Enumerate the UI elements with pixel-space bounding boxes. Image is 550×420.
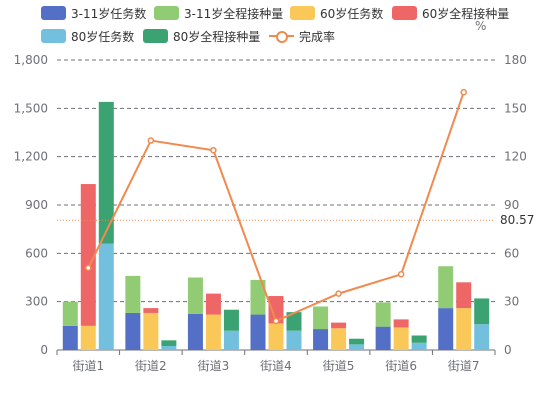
x-tick-label: 街道6 (385, 359, 417, 373)
bar (268, 296, 284, 324)
legend-swatch-2 (154, 6, 179, 20)
bar (223, 330, 239, 350)
bar (286, 330, 302, 350)
bar (313, 306, 329, 330)
bar (62, 301, 78, 326)
legend-swatch-3 (290, 6, 315, 20)
bar (205, 293, 221, 315)
bar (349, 344, 365, 350)
y-left-tick-label: 600 (25, 246, 48, 260)
legend-item-5[interactable]: 80岁任务数 (41, 28, 134, 44)
x-tick-label: 街道7 (448, 359, 480, 373)
legend-item-3[interactable]: 60岁任务数 (290, 5, 383, 21)
bar (411, 335, 427, 343)
legend-item-1[interactable]: 3-11岁任务数 (41, 5, 146, 21)
x-tick-label: 街道1 (72, 359, 104, 373)
y-left-tick-label: 1,200 (14, 150, 48, 164)
legend-swatch-1 (41, 6, 66, 20)
bar (393, 327, 409, 350)
bar (125, 312, 141, 350)
bar (143, 308, 159, 313)
bar (456, 308, 472, 350)
bar (187, 277, 203, 314)
legend-label-5: 80岁任务数 (71, 29, 135, 44)
legend-item-2[interactable]: 3-11岁全程接种量 (154, 5, 283, 21)
line-point (210, 146, 217, 154)
bar (375, 302, 391, 327)
line-series (87, 91, 465, 323)
legend-swatch-4 (392, 6, 417, 20)
y-right-tick-label: 180 (504, 53, 527, 67)
bar (411, 342, 427, 350)
bar (98, 243, 114, 350)
bar (205, 314, 221, 350)
line-point (460, 88, 467, 96)
bar (161, 345, 177, 350)
legend-label-4: 60岁全程接种量 (422, 6, 510, 21)
bar (331, 322, 347, 329)
bar (375, 326, 391, 350)
bar (98, 101, 114, 244)
y-left-tick-label: 0 (40, 343, 48, 357)
bar (438, 308, 454, 350)
y-right-tick-label: 120 (504, 150, 527, 164)
bar (438, 266, 454, 309)
line-point (147, 137, 155, 144)
bar (223, 309, 239, 331)
line-point (335, 290, 342, 297)
bar (313, 329, 329, 350)
bar (331, 328, 347, 350)
line-point (85, 264, 92, 272)
bar (143, 312, 159, 350)
bar (80, 184, 96, 326)
legend-item-6[interactable]: 80岁全程接种量 (143, 28, 260, 44)
y-left-tick-label: 1,800 (14, 53, 48, 67)
bar (161, 340, 177, 346)
bar (456, 282, 472, 309)
bar (62, 325, 78, 350)
y-right-unit-label: % (475, 19, 486, 33)
y-right-tick-label: 0 (504, 343, 512, 357)
y-right-tick-label: 30 (504, 295, 519, 309)
y-left-tick-label: 1,500 (14, 101, 48, 115)
bar (125, 275, 141, 313)
legend-label-1: 3-11岁任务数 (71, 6, 147, 21)
legend-item-7[interactable]: 完成率 (269, 28, 335, 44)
y-right-tick-label: 150 (504, 101, 527, 115)
legend-label-3: 60岁任务数 (320, 6, 384, 21)
y-right-tick-label: 60 (504, 246, 519, 260)
bar (250, 279, 266, 315)
bar (286, 312, 302, 331)
legend-line-marker (269, 29, 294, 43)
x-tick-label: 街道2 (135, 359, 167, 373)
legend-label-6: 80岁全程接种量 (173, 29, 261, 44)
legend-label-7: 完成率 (299, 29, 336, 44)
bar (250, 314, 266, 350)
legend-swatch-6 (143, 29, 168, 43)
y-right-tick-label: 90 (504, 198, 519, 212)
legend-swatch-5 (41, 29, 66, 43)
y-left-tick-label: 300 (25, 295, 48, 309)
bar (393, 319, 409, 328)
bar (268, 323, 284, 350)
bar (474, 298, 490, 325)
legend-label-2: 3-11岁全程接种量 (184, 6, 284, 21)
bar (80, 325, 96, 350)
chart-legend: 3-11岁任务数 3-11岁全程接种量 60岁任务数 60岁全程接种量 80岁任… (0, 0, 550, 50)
x-tick-label: 街道4 (260, 359, 292, 373)
line-point (272, 317, 280, 325)
bar (187, 313, 203, 350)
y-left-tick-label: 900 (25, 198, 48, 212)
markline-label: 80.57 (500, 213, 534, 227)
legend-item-4[interactable]: 60岁全程接种量 (392, 5, 509, 21)
x-tick-label: 街道5 (323, 359, 355, 373)
bar (474, 324, 490, 350)
line-point (397, 271, 405, 278)
x-tick-label: 街道3 (198, 359, 230, 373)
bar (349, 338, 365, 345)
